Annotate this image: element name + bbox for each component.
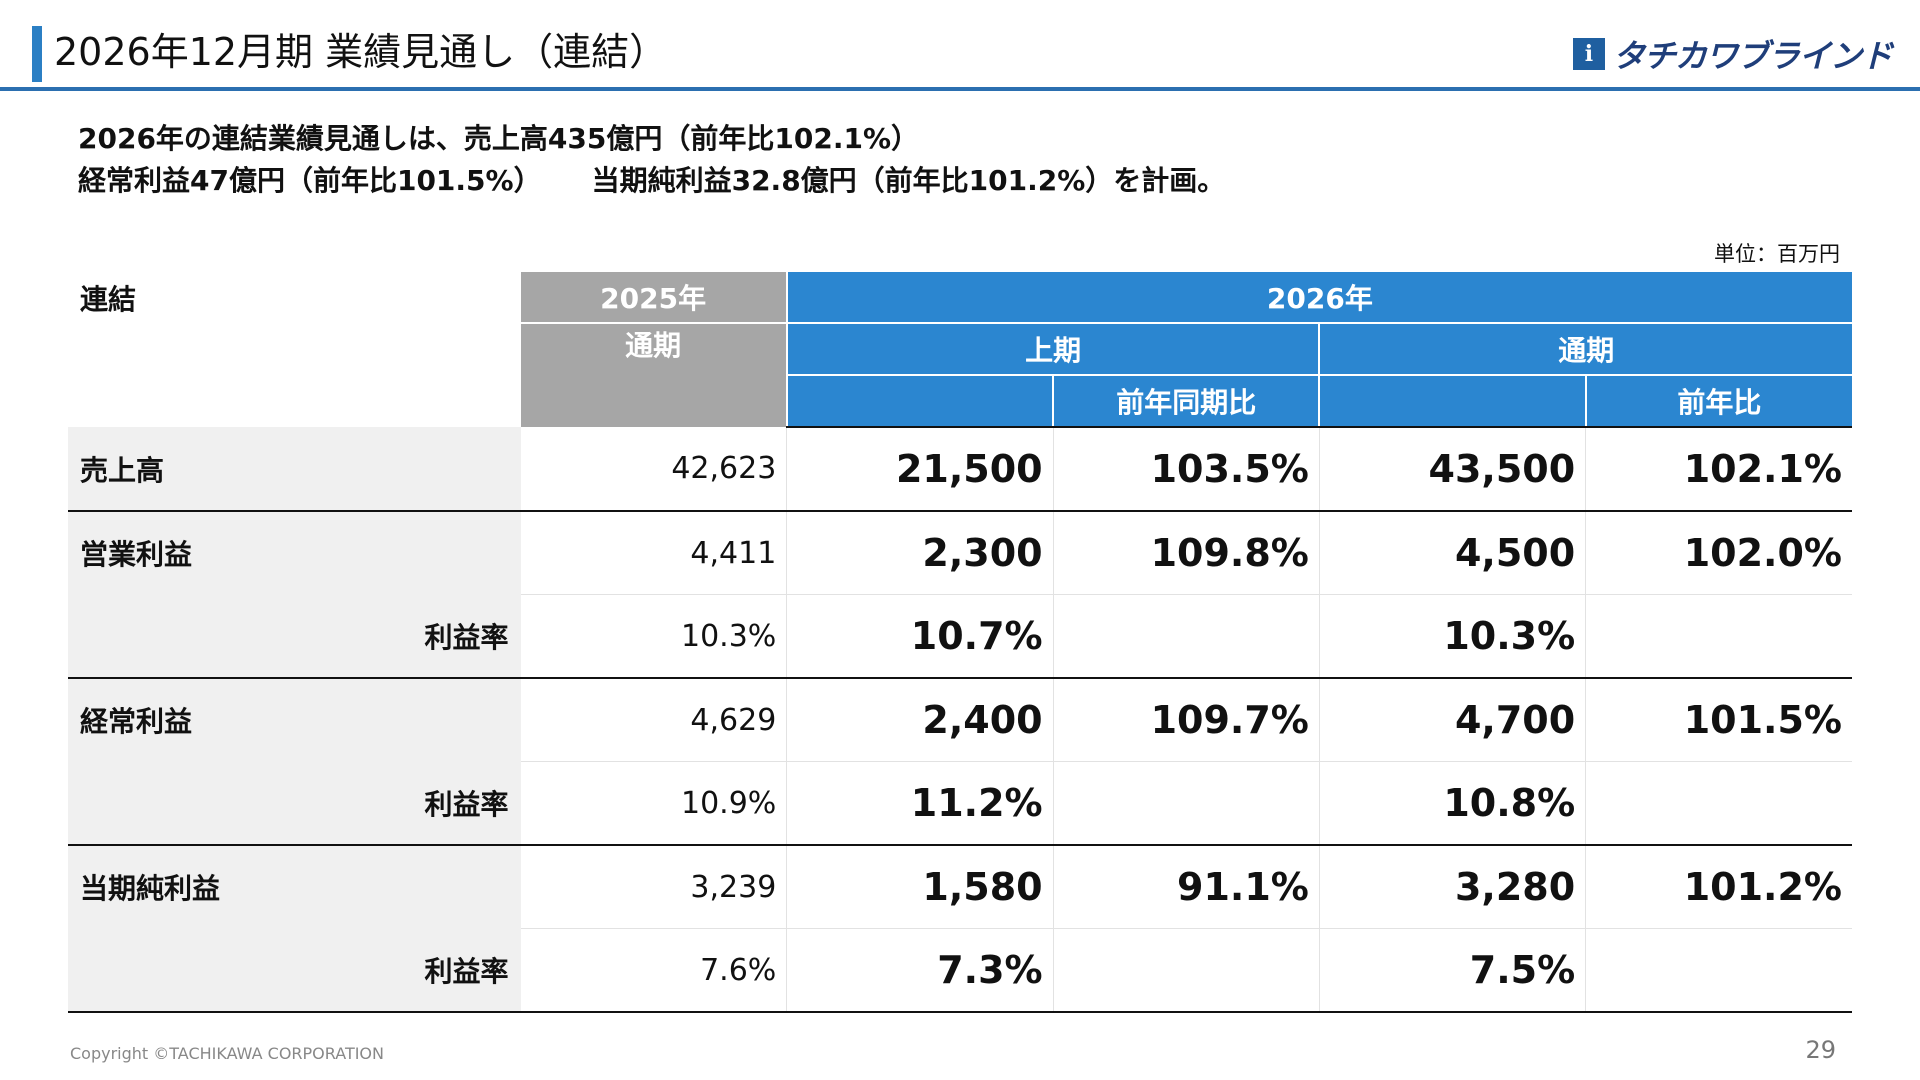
fy-yoy-value <box>1585 761 1852 846</box>
full-year-value-header <box>1318 375 1586 428</box>
h1-value: 1,580 <box>786 845 1054 929</box>
h1-value: 7.3% <box>786 928 1054 1013</box>
h1-yoy-value <box>1053 928 1320 1013</box>
company-logo: i タチカワブラインド <box>1572 34 1893 75</box>
fy-yoy-value: 101.2% <box>1585 845 1852 929</box>
year-2026-header: 2026年 <box>785 272 1852 324</box>
h1-yoy-value: 91.1% <box>1053 845 1320 929</box>
table-row-net-margin: 利益率 7.6% 7.3% 7.5% <box>68 928 1852 1013</box>
fy-yoy-value <box>1585 594 1852 679</box>
prev-value: 4,411 <box>520 511 788 595</box>
h1-value: 11.2% <box>786 761 1054 846</box>
prev-value: 10.3% <box>520 594 788 679</box>
prev-value: 4,629 <box>520 678 788 762</box>
h1-yoy-value: 103.5% <box>1053 427 1320 512</box>
prev-full-year-header: 通期 <box>520 323 787 427</box>
h1-value: 10.7% <box>786 594 1054 679</box>
header-divider <box>0 87 1920 91</box>
summary-line-1: 2026年の連結業績見通しは、売上高435億円（前年比102.1%） <box>78 122 920 155</box>
h1-yoy-value: 109.7% <box>1053 678 1320 762</box>
fy-yoy-value: 102.0% <box>1585 511 1852 595</box>
row-label: 利益率 <box>68 928 521 1013</box>
fy-value: 7.5% <box>1319 928 1587 1013</box>
summary-line-2a: 経常利益47億円（前年比101.5%） <box>78 164 542 197</box>
summary-text: 2026年の連結業績見通しは、売上高435億円（前年比102.1%） 経常利益4… <box>78 118 1225 202</box>
row-label: 利益率 <box>68 761 521 846</box>
table-row-ordinary-margin: 利益率 10.9% 11.2% 10.8% <box>68 761 1852 846</box>
copyright-text: Copyright ©TACHIKAWA CORPORATION <box>70 1044 384 1063</box>
title-accent-bar <box>32 26 42 82</box>
fy-yoy-value: 101.5% <box>1585 678 1852 762</box>
fy-value: 4,700 <box>1319 678 1587 762</box>
fy-value: 43,500 <box>1319 427 1587 512</box>
first-half-header: 上期 <box>785 323 1320 376</box>
prev-value: 7.6% <box>520 928 788 1013</box>
first-half-value-header <box>785 375 1054 428</box>
fy-value: 10.8% <box>1319 761 1587 846</box>
full-year-header: 通期 <box>1318 323 1852 376</box>
fy-yoy-value <box>1585 928 1852 1013</box>
table-row-net-profit: 当期純利益 3,239 1,580 91.1% 3,280 101.2% <box>68 845 1852 929</box>
page-title: 2026年12月期 業績見通し（連結） <box>54 30 668 74</box>
row-label: 売上高 <box>68 427 521 512</box>
table-row-ordinary-profit: 経常利益 4,629 2,400 109.7% 4,700 101.5% <box>68 678 1852 762</box>
table-row-sales: 売上高 42,623 21,500 103.5% 43,500 102.1% <box>68 427 1852 512</box>
row-label: 利益率 <box>68 594 521 679</box>
table-corner-label: 連結 <box>68 272 521 427</box>
table-row-operating-profit: 営業利益 4,411 2,300 109.8% 4,500 102.0% <box>68 511 1852 595</box>
fy-value: 10.3% <box>1319 594 1587 679</box>
prev-value: 3,239 <box>520 845 788 929</box>
yoy-half-header: 前年同期比 <box>1052 375 1320 428</box>
fy-yoy-value: 102.1% <box>1585 427 1852 512</box>
h1-yoy-value <box>1053 594 1320 679</box>
logo-text: タチカワブラインド <box>1612 37 1893 75</box>
year-2025-header: 2025年 <box>520 272 787 324</box>
forecast-table: 連結 2025年 2026年 通期 上期 通期 前年同期比 前年比 売上高 42… <box>68 272 1852 1013</box>
fy-value: 4,500 <box>1319 511 1587 595</box>
summary-line-2b: 当期純利益32.8億円（前年比101.2%）を計画。 <box>591 164 1226 197</box>
row-label: 当期純利益 <box>68 845 521 929</box>
prev-value: 42,623 <box>520 427 788 512</box>
logo-mark-icon: i <box>1572 38 1605 70</box>
yoy-full-header: 前年比 <box>1584 375 1852 428</box>
h1-value: 21,500 <box>786 427 1054 512</box>
h1-value: 2,300 <box>786 511 1054 595</box>
row-label: 経常利益 <box>68 678 521 762</box>
row-label: 営業利益 <box>68 511 521 595</box>
fy-value: 3,280 <box>1319 845 1587 929</box>
page-number: 29 <box>1805 1036 1836 1064</box>
prev-value: 10.9% <box>520 761 788 846</box>
h1-yoy-value <box>1053 761 1320 846</box>
unit-label: 単位：百万円 <box>1714 242 1840 266</box>
summary-line-2: 経常利益47億円（前年比101.5%） 当期純利益32.8億円（前年比101.2%… <box>78 160 1225 202</box>
table-row-operating-margin: 利益率 10.3% 10.7% 10.3% <box>68 594 1852 679</box>
h1-yoy-value: 109.8% <box>1053 511 1320 595</box>
h1-value: 2,400 <box>786 678 1054 762</box>
